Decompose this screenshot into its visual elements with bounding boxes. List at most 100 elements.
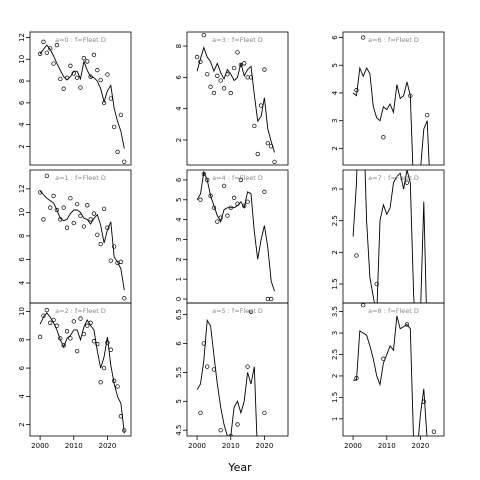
- observed-point: [221, 86, 227, 91]
- observed-point: [205, 72, 210, 77]
- x-tick-label: 2010: [65, 442, 83, 450]
- observed-point: [58, 336, 63, 341]
- y-tick-label: 2: [175, 257, 183, 261]
- observed-point: [201, 32, 206, 38]
- observed-point: [118, 112, 124, 118]
- observed-point: [78, 316, 83, 321]
- observed-point: [41, 313, 46, 318]
- observed-point: [71, 319, 76, 324]
- y-tick-label: 4: [175, 217, 183, 222]
- observed-point: [108, 347, 113, 352]
- y-tick-label: 2: [331, 250, 339, 254]
- observed-point: [91, 52, 97, 58]
- observed-point: [235, 201, 240, 206]
- observed-point: [218, 215, 223, 220]
- observed-point: [381, 356, 386, 361]
- panel-frame: [186, 31, 289, 166]
- observed-point: [115, 149, 120, 155]
- observed-point: [404, 180, 410, 185]
- fitted-line: [352, 66, 430, 165]
- observed-point: [208, 84, 213, 89]
- y-tick-label: 3: [331, 118, 339, 122]
- observed-point: [238, 177, 244, 183]
- observed-point: [91, 339, 97, 344]
- panel-label: a=2 : f=Fleet D: [55, 307, 106, 315]
- observed-point: [98, 242, 103, 247]
- fitted-line: [39, 312, 125, 434]
- x-tick-label: 2010: [222, 442, 240, 450]
- observed-point: [78, 85, 83, 90]
- observed-point: [58, 217, 63, 222]
- observed-point: [105, 225, 110, 230]
- observed-point: [37, 51, 43, 56]
- panel-label: a=5 : f=Fleet D: [212, 307, 263, 315]
- y-tick-label: 1.5: [331, 392, 339, 403]
- observed-point: [245, 364, 250, 369]
- panel-label: a=7 : f=Fleet D: [368, 174, 419, 182]
- observed-point: [262, 67, 267, 72]
- observed-point: [205, 364, 210, 369]
- observed-point: [95, 341, 100, 347]
- observed-point: [105, 72, 110, 77]
- observed-point: [231, 195, 237, 200]
- panel-frame: [342, 31, 445, 166]
- observed-point: [265, 140, 270, 146]
- observed-point: [262, 410, 267, 416]
- y-tick-label: 6: [175, 341, 183, 346]
- y-tick-label: 12: [18, 33, 26, 42]
- observed-point: [44, 173, 49, 179]
- observed-point: [95, 232, 100, 237]
- observed-point: [61, 86, 66, 91]
- x-tick-label: 2000: [31, 442, 49, 450]
- observed-point: [81, 224, 87, 229]
- y-tick-label: 4: [18, 280, 26, 285]
- observed-point: [37, 190, 43, 195]
- observed-point: [122, 428, 127, 433]
- observed-point: [354, 88, 359, 93]
- observed-point: [91, 211, 97, 216]
- observed-point: [245, 199, 250, 204]
- observed-point: [211, 90, 217, 96]
- facet-panel: 4 6 8 10 12 a=1 : f=Fleet D: [18, 169, 132, 304]
- panel-frame: [186, 302, 289, 437]
- observed-point: [68, 336, 73, 341]
- y-tick-label: 4.5: [175, 425, 183, 436]
- observed-point: [54, 42, 60, 48]
- x-tick-label: 2020: [412, 442, 430, 450]
- facet-panel: 1 1.5 2 2.5 3 3.5 2000 2010 2020 a=8 : f=Fleet D: [331, 302, 445, 450]
- panel-frame: [29, 169, 132, 304]
- observed-point: [235, 50, 240, 55]
- facet-panel: 2 4 6 8 a=3 : f=Fleet D: [175, 31, 289, 166]
- observed-point: [225, 213, 230, 218]
- y-tick-label: 4: [18, 122, 26, 127]
- observed-point: [211, 205, 217, 210]
- facet-panel: 2 4 6 8 10 2000 2010 2020 a=2 : f=Fleet D: [18, 302, 132, 450]
- observed-point: [205, 177, 210, 183]
- observed-point: [235, 422, 240, 427]
- observed-point: [228, 205, 233, 210]
- observed-point: [269, 296, 274, 302]
- observed-point: [71, 71, 76, 76]
- panel-label: a=6 : f=Fleet D: [368, 36, 419, 44]
- panel-frame: [186, 169, 289, 304]
- y-tick-label: 2.5: [331, 215, 339, 226]
- observed-point: [258, 103, 264, 108]
- x-tick-label: 2020: [99, 442, 117, 450]
- observed-point: [231, 65, 237, 71]
- fitted-line: [196, 170, 275, 292]
- observed-point: [118, 414, 124, 419]
- observed-point: [44, 307, 49, 313]
- observed-point: [425, 112, 430, 118]
- observed-point: [112, 124, 117, 129]
- panel-frame: [342, 169, 445, 304]
- observed-point: [51, 317, 56, 323]
- fitted-line: [196, 46, 275, 153]
- observed-point: [85, 203, 90, 208]
- observed-point: [221, 183, 227, 189]
- observed-point: [88, 320, 93, 325]
- observed-point: [41, 39, 46, 44]
- observed-point: [255, 151, 260, 157]
- observed-point: [81, 56, 87, 61]
- x-tick-label: 2020: [256, 442, 274, 450]
